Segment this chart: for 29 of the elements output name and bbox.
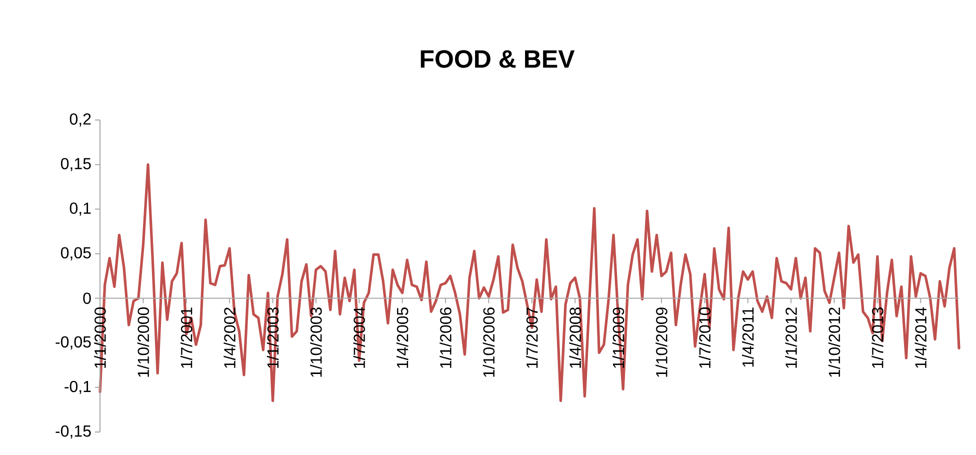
x-tick-label: 1/4/2011 <box>742 308 754 367</box>
x-tick-label: 1/1/2012 <box>785 308 797 368</box>
x-tick-label: 1/4/2008 <box>569 308 581 368</box>
y-tick-label: -0,05 <box>56 336 91 350</box>
x-tick-label: 1/7/2004 <box>353 307 366 368</box>
x-tick-label: 1/10/2000 <box>137 307 150 377</box>
y-tick-label: 0,15 <box>60 158 91 172</box>
x-tick-label: 1/7/2007 <box>526 308 538 368</box>
x-tick-label: 1/10/2003 <box>310 308 322 377</box>
x-tick-label: 1/1/2003 <box>266 308 279 368</box>
y-tick-label: -0,15 <box>56 425 91 439</box>
x-tick-label: 1/4/2002 <box>224 308 236 368</box>
x-tick-label: 1/7/2010 <box>698 307 711 368</box>
y-tick-label: 0,1 <box>70 202 91 216</box>
x-tick-label: 1/7/2013 <box>872 308 884 368</box>
y-tick-label: 0,05 <box>60 247 91 260</box>
x-tick-label: 1/7/2001 <box>180 308 192 368</box>
y-tick-label: 0,2 <box>70 113 91 127</box>
x-tick-label: 1/1/2000 <box>94 307 106 368</box>
x-tick-label: 1/4/2014 <box>914 307 926 368</box>
y-tick-label: 0 <box>83 292 91 304</box>
x-tick-label: 1/4/2005 <box>396 307 408 368</box>
x-tick-label: 1/10/2012 <box>828 308 840 377</box>
x-tick-label: 1/1/2009 <box>612 308 624 368</box>
x-tick-label: 1/10/2009 <box>656 308 668 377</box>
x-tick-label: 1/10/2006 <box>482 308 495 377</box>
x-tick-label: 1/1/2006 <box>440 308 452 368</box>
chart-title: FOOD & BEV <box>420 50 575 68</box>
y-tick-label: -0,1 <box>64 380 91 394</box>
